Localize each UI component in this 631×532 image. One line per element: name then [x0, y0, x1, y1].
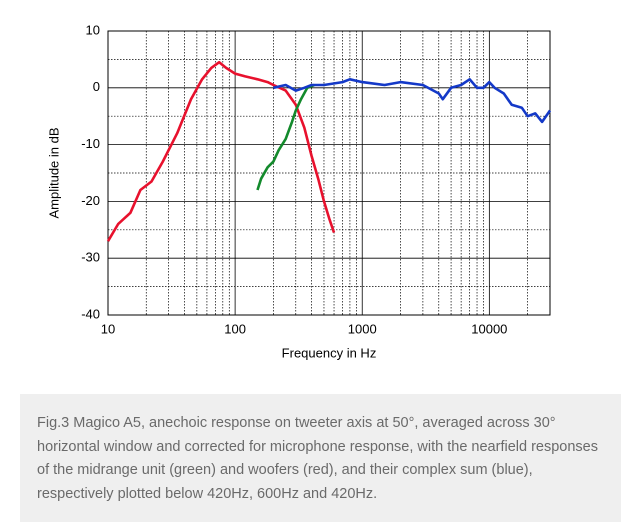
x-tick-label: 10	[101, 321, 115, 336]
y-tick-label: -40	[81, 306, 100, 321]
series-line	[256, 83, 315, 191]
x-tick-label: 10000	[471, 321, 507, 336]
caption: Fig.3 Magico A5, anechoic response on tw…	[20, 394, 621, 522]
chart: Frequency in Hz Amplitude in dB 100-10-2…	[46, 22, 552, 360]
x-axis-label: Frequency in Hz	[282, 345, 377, 360]
y-tick-label: -30	[81, 250, 100, 265]
y-tick-label: -20	[81, 193, 100, 208]
x-tick-label: 100	[224, 321, 246, 336]
y-tick-label: 10	[86, 22, 100, 37]
series-line	[106, 60, 336, 242]
y-tick-label: 0	[93, 79, 100, 94]
plot-area	[107, 30, 551, 316]
y-axis-label: Amplitude in dB	[46, 127, 61, 218]
y-tick-label: -10	[81, 136, 100, 151]
series-line	[273, 78, 552, 124]
x-tick-label: 1000	[348, 321, 377, 336]
